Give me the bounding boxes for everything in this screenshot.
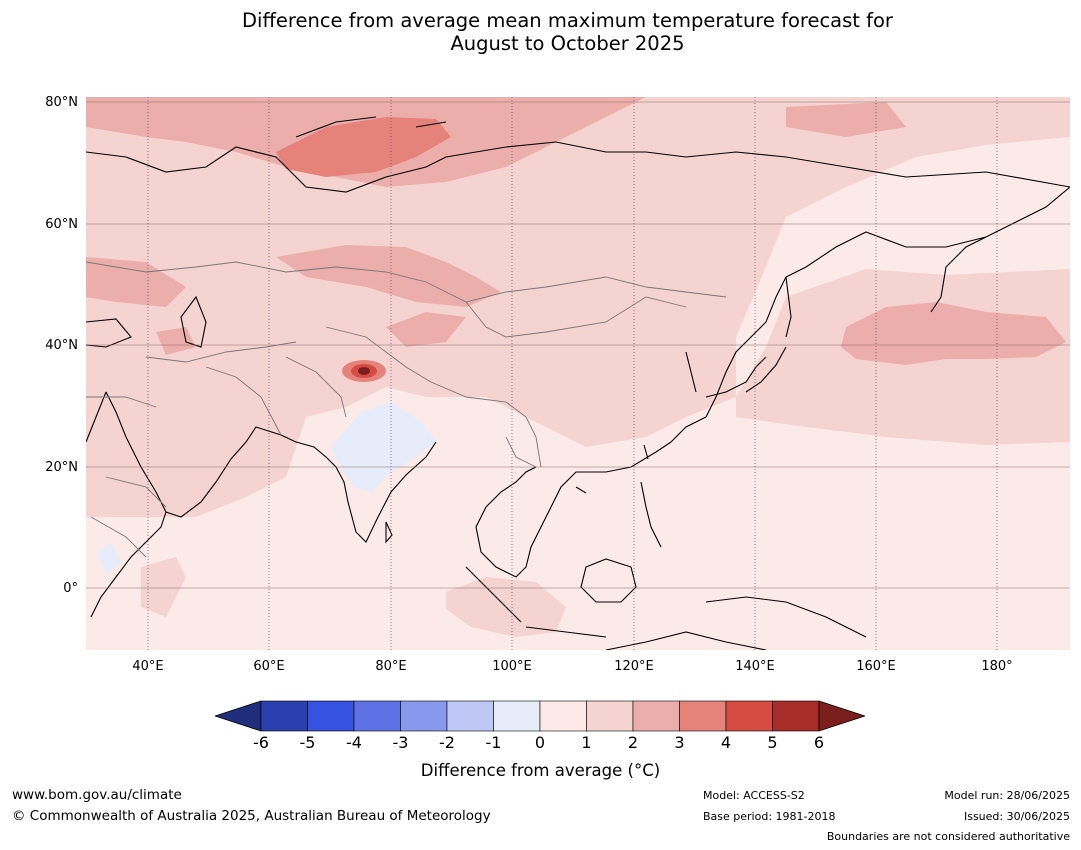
- footer-copyright: © Commonwealth of Australia 2025, Austra…: [12, 808, 491, 824]
- footer-model: Model: ACCESS-S2: [703, 789, 805, 802]
- lon-label-120e: 120°E: [614, 659, 654, 674]
- footer-url[interactable]: www.bom.gov.au/climate: [12, 787, 182, 803]
- colorbar-swatch: [307, 700, 355, 732]
- anomaly-zone-0-1-siberia: [766, 137, 1070, 297]
- anomaly-zone-3-4-arctic: [276, 117, 451, 177]
- colorbar-tick-label: -3: [392, 733, 409, 752]
- coastlines: [86, 116, 1070, 650]
- lon-gridlines: [147, 97, 998, 650]
- lon-label-160e: 160°E: [856, 659, 896, 674]
- colorbar-swatch: [772, 700, 820, 732]
- country-borders: [86, 261, 727, 558]
- lon-label-80e: 80°E: [375, 659, 407, 674]
- lat-label-0: 0°: [63, 581, 78, 596]
- anomaly-zone-2-3-pacific: [841, 302, 1066, 365]
- anomaly-zone-2-3-tianshan: [386, 312, 466, 347]
- lon-label-100e: 100°E: [492, 659, 532, 674]
- chart-title-line1: Difference from average mean maximum tem…: [242, 9, 893, 32]
- colorbar-swatch: [539, 700, 587, 732]
- colorbar-swatch: [493, 700, 541, 732]
- colorbar-swatch: [353, 700, 401, 732]
- anomaly-hotspot-pamir-peak: [358, 367, 370, 375]
- lon-label-40e: 40°E: [132, 659, 164, 674]
- colorbar-tick-label: 4: [720, 733, 732, 752]
- colorbar-tick-label: 0: [534, 733, 546, 752]
- colorbar-tick-label: 6: [813, 733, 825, 752]
- colorbar-tick-label: -5: [299, 733, 316, 752]
- anomaly-zone-1-2-eurasia: [86, 97, 1070, 517]
- footer-issued: Issued: 30/06/2025: [963, 810, 1070, 823]
- footer-disclaimer: Boundaries are not considered authoritat…: [826, 830, 1070, 843]
- anomaly-zone-2-3-caspian: [156, 327, 196, 355]
- colorbar-swatch: [400, 700, 448, 732]
- colorbar-tick-label: 5: [767, 733, 778, 752]
- colorbar-swatch: [260, 700, 308, 732]
- chart-title-line2: August to October 2025: [450, 32, 685, 55]
- colorbar-tick-label: -1: [485, 733, 502, 752]
- footer-model-run: Model run: 28/06/2025: [944, 789, 1070, 802]
- lon-label-60e: 60°E: [253, 659, 285, 674]
- colorbar-swatch: [632, 700, 680, 732]
- lat-label-20n: 20°N: [45, 460, 78, 475]
- colorbar-min-arrow: [215, 700, 262, 732]
- footer-base-period: Base period: 1981-2018: [703, 810, 836, 823]
- colorbar-tick-label: -4: [346, 733, 362, 752]
- anomaly-zone-1-2-east-africa: [141, 557, 186, 617]
- lat-label-60n: 60°N: [45, 217, 78, 232]
- anomaly-zone-cool-india: [331, 402, 436, 492]
- colorbar-tick-label: 1: [581, 733, 592, 752]
- colorbar-swatch: [725, 700, 773, 732]
- lon-label-180: 180°: [981, 659, 1013, 674]
- lat-label-40n: 40°N: [45, 338, 78, 353]
- colorbar-swatch: [586, 700, 634, 732]
- colorbar-label: Difference from average (°C): [420, 761, 661, 780]
- colorbar-tick-label: -6: [253, 733, 269, 752]
- anomaly-zone-cool-africa: [98, 542, 121, 575]
- colorbar-max-arrow: [818, 700, 865, 732]
- anomaly-zone-2-3-ne: [786, 102, 906, 137]
- colorbar-swatch: [679, 700, 727, 732]
- colorbar: [215, 700, 865, 732]
- colorbar-tick-label: 2: [627, 733, 639, 752]
- lat-gridlines: [86, 101, 1070, 589]
- lat-label-80n: 80°N: [45, 95, 78, 110]
- colorbar-tick-label: -2: [439, 733, 455, 752]
- colorbar-swatch: [446, 700, 494, 732]
- lon-label-140e: 140°E: [735, 659, 775, 674]
- anomaly-zone-2-3-west: [86, 257, 186, 307]
- colorbar-tick-label: 3: [674, 733, 685, 752]
- forecast-map: [86, 97, 1070, 650]
